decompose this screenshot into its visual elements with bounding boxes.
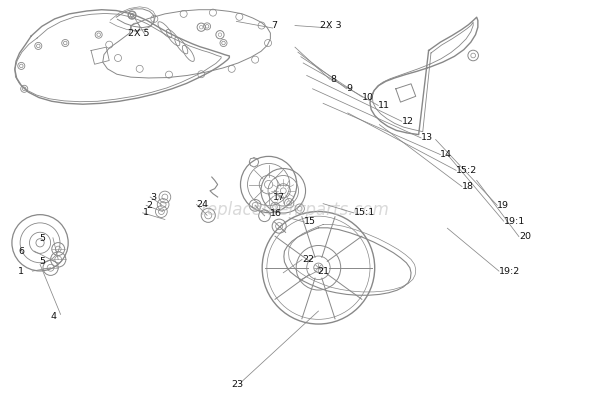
Text: 15:2: 15:2	[456, 166, 477, 175]
Text: 19: 19	[497, 201, 509, 210]
Text: 10: 10	[362, 93, 375, 102]
Text: 20: 20	[519, 232, 531, 241]
Text: 15: 15	[304, 217, 316, 227]
Text: 6: 6	[18, 248, 24, 256]
Text: 5: 5	[39, 234, 45, 243]
Text: 8: 8	[330, 75, 336, 84]
Text: 22: 22	[302, 255, 314, 264]
Text: 2X 3: 2X 3	[320, 21, 341, 30]
Text: 11: 11	[378, 101, 390, 110]
Text: 5: 5	[39, 257, 45, 266]
Text: 4: 4	[50, 312, 56, 321]
Text: 23: 23	[232, 380, 244, 389]
Text: 19:2: 19:2	[499, 266, 520, 276]
Text: 13: 13	[421, 133, 433, 142]
Text: 18: 18	[462, 182, 474, 191]
Text: 24: 24	[196, 200, 208, 209]
Text: 19:1: 19:1	[504, 217, 525, 226]
Text: 14: 14	[440, 150, 453, 159]
Text: 9: 9	[346, 84, 353, 93]
Text: 16: 16	[270, 209, 283, 218]
Text: 1: 1	[143, 208, 149, 217]
Text: 15:1: 15:1	[353, 208, 375, 217]
Text: 1: 1	[18, 267, 24, 277]
Text: replacementparts.com: replacementparts.com	[201, 201, 389, 218]
Text: 7: 7	[271, 21, 277, 30]
Text: 2: 2	[146, 201, 152, 210]
Text: 2X 5: 2X 5	[128, 29, 149, 39]
Text: 21: 21	[317, 266, 329, 276]
Text: 12: 12	[402, 117, 414, 126]
Text: 3: 3	[150, 192, 156, 202]
Text: 17: 17	[273, 192, 285, 202]
